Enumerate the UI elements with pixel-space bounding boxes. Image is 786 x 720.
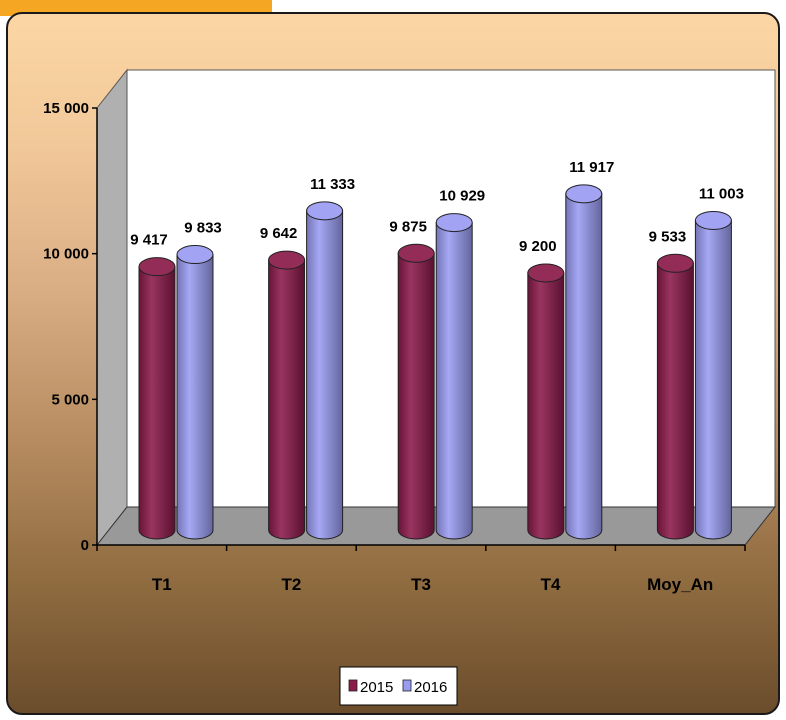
data-labels: 9 417 9 833 9 642 11 333 9 875 10 929 9 200 11 … (130, 159, 744, 255)
cylinder-top (176, 245, 214, 265)
data-label: 9 533 (649, 228, 687, 245)
x-tick-label: T3 (411, 575, 431, 594)
cylinder-top (138, 257, 176, 277)
cylinder-top (527, 263, 565, 283)
cylinder-top (694, 210, 732, 230)
y-tick-label: 0 (81, 537, 89, 554)
data-label: 9 417 (130, 232, 168, 249)
y-tick-label: 5 000 (51, 391, 89, 408)
bar-2016-T3 (435, 213, 473, 540)
data-label: 10 929 (439, 188, 485, 205)
legend-swatch-2015 (348, 679, 358, 692)
bar-2016-Moy_An (694, 210, 732, 540)
bars (138, 184, 732, 540)
cylinder-body (435, 222, 473, 540)
bar-2016-T4 (565, 184, 603, 540)
data-label: 9 200 (519, 238, 557, 255)
cylinder-body (656, 262, 694, 540)
cylinder-top (656, 253, 694, 273)
legend-label-2016: 2016 (414, 679, 447, 696)
data-label: 9 875 (389, 218, 427, 235)
cylinder-body (268, 259, 306, 540)
cylinder-body (694, 219, 732, 540)
cylinder-body (565, 193, 603, 540)
bar-2016-T2 (306, 201, 344, 540)
cylinder-top (306, 201, 344, 221)
data-label: 11 917 (569, 159, 614, 176)
data-label: 11 333 (310, 176, 355, 193)
bar-2015-T4 (527, 263, 565, 540)
data-label: 11 003 (699, 185, 744, 202)
cylinder-top (397, 243, 435, 263)
x-tick-label: Moy_An (647, 575, 713, 594)
data-label: 9 833 (184, 220, 222, 237)
y-tick-label: 10 000 (43, 246, 89, 263)
cylinder-top (565, 184, 603, 204)
cylinder-body (176, 254, 214, 540)
cylinder-top (435, 213, 473, 233)
plot-side-wall (96, 68, 128, 547)
axes: 0 5 000 10 000 15 000 T1 T2 T3 T4 Moy_An (43, 100, 746, 594)
x-tick-label: T2 (281, 575, 301, 594)
cylinder-body (397, 252, 435, 540)
legend-box (339, 666, 458, 706)
bar-2015-T2 (268, 250, 306, 540)
bar-2016-T1 (176, 245, 214, 540)
cylinder-body (306, 210, 344, 540)
cylinder-body (527, 272, 565, 540)
data-label: 9 642 (260, 225, 298, 242)
y-tick-label: 15 000 (43, 100, 89, 117)
bar-2015-T3 (397, 243, 435, 540)
legend-label-2015: 2015 (360, 679, 393, 696)
cylinder-top (268, 250, 306, 270)
bar-2015-T1 (138, 257, 176, 540)
cylinder-body (138, 266, 176, 540)
legend-swatch-2016 (402, 679, 412, 692)
x-tick-label: T4 (541, 575, 561, 594)
bar-2015-Moy_An (656, 253, 694, 540)
legend: 2015 2016 (339, 666, 458, 706)
x-tick-label: T1 (152, 575, 172, 594)
